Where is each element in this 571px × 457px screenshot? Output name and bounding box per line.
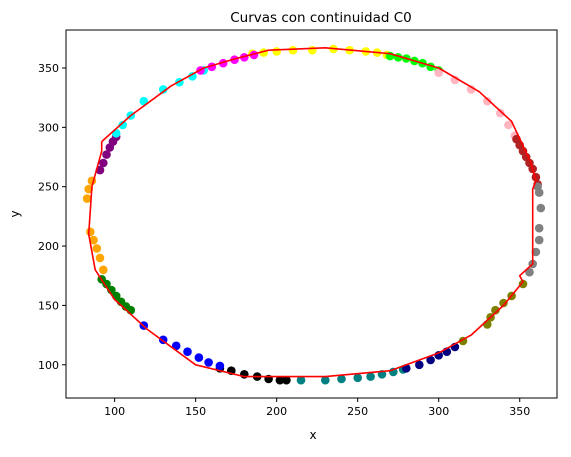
data-point [531, 247, 541, 257]
data-point [183, 347, 192, 357]
data-point [466, 85, 476, 94]
data-point [194, 353, 204, 362]
data-point [366, 372, 375, 381]
data-point [126, 305, 136, 315]
y-axis: 100 150 200 250 300 350 [38, 62, 66, 372]
x-axis: 100 150 200 250 300 350 [104, 398, 530, 418]
data-point [450, 75, 460, 85]
plot-area [65, 29, 558, 399]
data-point [426, 355, 435, 365]
data-point [525, 267, 534, 277]
curve-line [87, 47, 537, 378]
x-axis-label: x [309, 428, 316, 442]
data-point [215, 361, 225, 371]
data-point [99, 158, 108, 168]
x-tick-label: 100 [104, 405, 125, 418]
data-point [171, 341, 181, 351]
data-point [308, 45, 317, 55]
data-point [415, 360, 424, 370]
data-point [102, 150, 111, 159]
y-tick-label: 200 [38, 240, 59, 253]
data-point [86, 227, 95, 237]
data-point [534, 188, 544, 197]
data-point [491, 305, 500, 315]
data-point [353, 373, 363, 383]
x-tick-label: 200 [266, 405, 287, 418]
data-point [139, 96, 149, 106]
data-point [95, 253, 105, 263]
data-point [536, 203, 546, 213]
data-point [499, 298, 508, 308]
x-tick-label: 300 [428, 405, 449, 418]
y-tick-label: 350 [38, 62, 59, 75]
y-tick-label: 100 [38, 359, 59, 372]
data-point [504, 120, 513, 130]
curve-layer [87, 47, 537, 378]
data-point [275, 375, 285, 385]
data-point [158, 85, 168, 94]
data-point [99, 265, 108, 275]
data-point [89, 235, 98, 245]
x-tick-label: 250 [347, 405, 368, 418]
data-point [92, 244, 102, 253]
data-point [296, 375, 306, 385]
data-point [282, 375, 291, 385]
x-tick-label: 350 [509, 405, 530, 418]
y-tick-label: 300 [38, 121, 59, 134]
plot-frame [65, 29, 558, 399]
data-point [534, 223, 544, 233]
data-point [118, 120, 127, 130]
data-point [321, 375, 330, 385]
data-point [288, 45, 298, 55]
data-point [204, 358, 213, 367]
data-point [483, 96, 492, 106]
data-point [337, 374, 346, 384]
data-point [272, 47, 282, 56]
data-point [496, 108, 505, 118]
y-tick-label: 250 [38, 181, 59, 194]
data-point [102, 279, 111, 289]
y-tick-label: 150 [38, 299, 59, 312]
data-point [534, 235, 544, 245]
data-point [483, 320, 492, 329]
x-tick-label: 150 [185, 405, 206, 418]
chart-title: Curvas con continuidad C0 [230, 10, 412, 26]
y-axis-label: y [8, 210, 22, 217]
data-point [518, 279, 528, 289]
data-point [434, 68, 444, 77]
data-point [188, 72, 197, 81]
data-point [82, 194, 92, 203]
